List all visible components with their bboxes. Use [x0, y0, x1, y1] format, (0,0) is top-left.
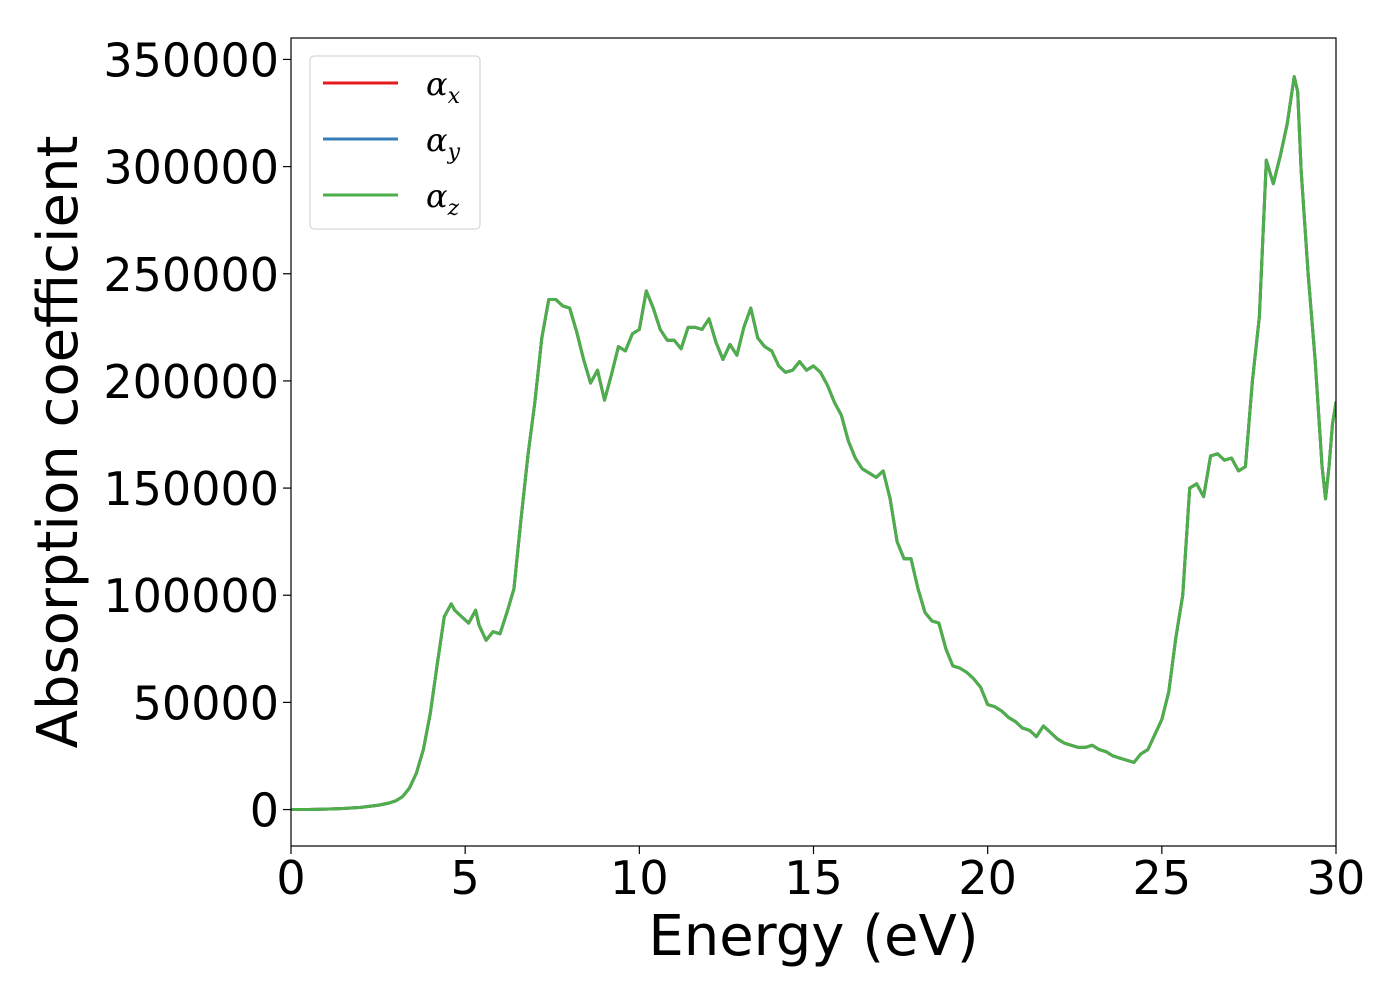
y-tick-label: 150000 [103, 462, 279, 516]
y-tick-label: 0 [250, 784, 279, 838]
y-tick-label: 350000 [103, 33, 279, 87]
y-tick-label: 250000 [103, 248, 279, 302]
x-axis-ticks: 0 5 10 15 20 25 30 [276, 846, 1365, 905]
x-tick-label: 5 [451, 851, 480, 905]
legend-item-x: αx [323, 65, 461, 109]
y-tick-label: 300000 [103, 141, 279, 195]
y-tick-label: 50000 [133, 676, 279, 730]
x-tick-label: 0 [276, 851, 305, 905]
x-tick-label: 25 [1133, 851, 1192, 905]
x-tick-label: 20 [958, 851, 1017, 905]
x-tick-label: 30 [1307, 851, 1366, 905]
plot-lines [291, 75, 1336, 812]
y-axis-title: Absorption coefficient [26, 136, 91, 749]
legend-box [309, 55, 481, 230]
y-tick-label: 100000 [103, 569, 279, 623]
x-tick-label: 10 [610, 851, 669, 905]
series-line-z [291, 75, 1336, 812]
y-tick-label: 200000 [103, 355, 279, 409]
x-axis-title: Energy (eV) [648, 904, 978, 969]
y-axis-ticks: 0 50000 100000 150000 200000 250000 300000 3500… [103, 33, 291, 838]
x-tick-label: 15 [784, 851, 843, 905]
